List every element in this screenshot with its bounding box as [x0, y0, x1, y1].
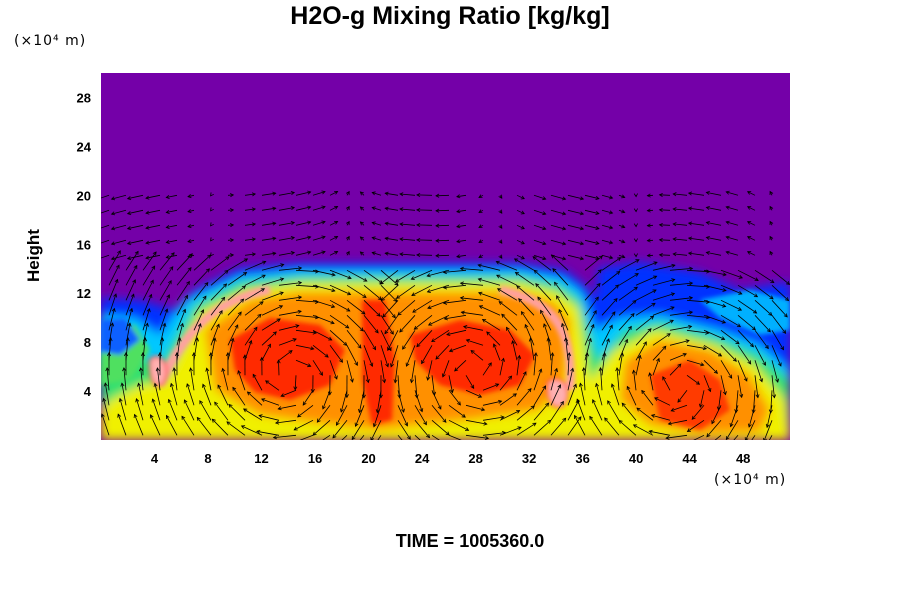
x-tick-label: 16 [308, 451, 322, 466]
x-tick-label: 48 [736, 451, 750, 466]
x-tick-label: 32 [522, 451, 536, 466]
y-tick-label: 24 [77, 139, 92, 154]
y-tick-label: 16 [77, 237, 91, 252]
x-tick-label: 20 [361, 451, 375, 466]
y-tick-label: 4 [84, 384, 92, 399]
y-tick-label: 8 [84, 335, 91, 350]
x-tick-label: 44 [682, 451, 697, 466]
x-tick-label: 36 [575, 451, 589, 466]
x-tick-label: 8 [204, 451, 211, 466]
moist-blue-patch-left [101, 318, 140, 355]
moist-red-swirl-right [410, 320, 535, 395]
y-axis-unit: (×10⁴ m) [14, 33, 87, 49]
time-footer: TIME = 1005360.0 [395, 531, 545, 551]
y-tick-label: 20 [77, 188, 91, 203]
x-axis-ticks: 4 8 12 16 20 24 28 32 36 40 44 48 [151, 451, 751, 466]
y-tick-label: 28 [77, 90, 91, 105]
chart-title: H2O-g Mixing Ratio [kg/kg] [290, 2, 610, 30]
pink-arc-right [499, 285, 576, 391]
moist-red-swirl-left [230, 318, 345, 400]
x-tick-label: 4 [151, 451, 159, 466]
wind-vectors [101, 190, 790, 440]
mixing-ratio-field [101, 73, 790, 440]
x-tick-label: 40 [629, 451, 643, 466]
x-tick-label: 12 [254, 451, 268, 466]
y-axis-ticks: 4 8 12 16 20 24 28 [77, 90, 92, 399]
x-tick-label: 28 [468, 451, 482, 466]
moist-red-right [650, 360, 730, 430]
x-axis-unit: (×10⁴ m) [714, 472, 787, 488]
y-tick-label: 12 [77, 286, 91, 301]
x-tick-label: 24 [415, 451, 430, 466]
pink-blob-right [546, 377, 569, 409]
